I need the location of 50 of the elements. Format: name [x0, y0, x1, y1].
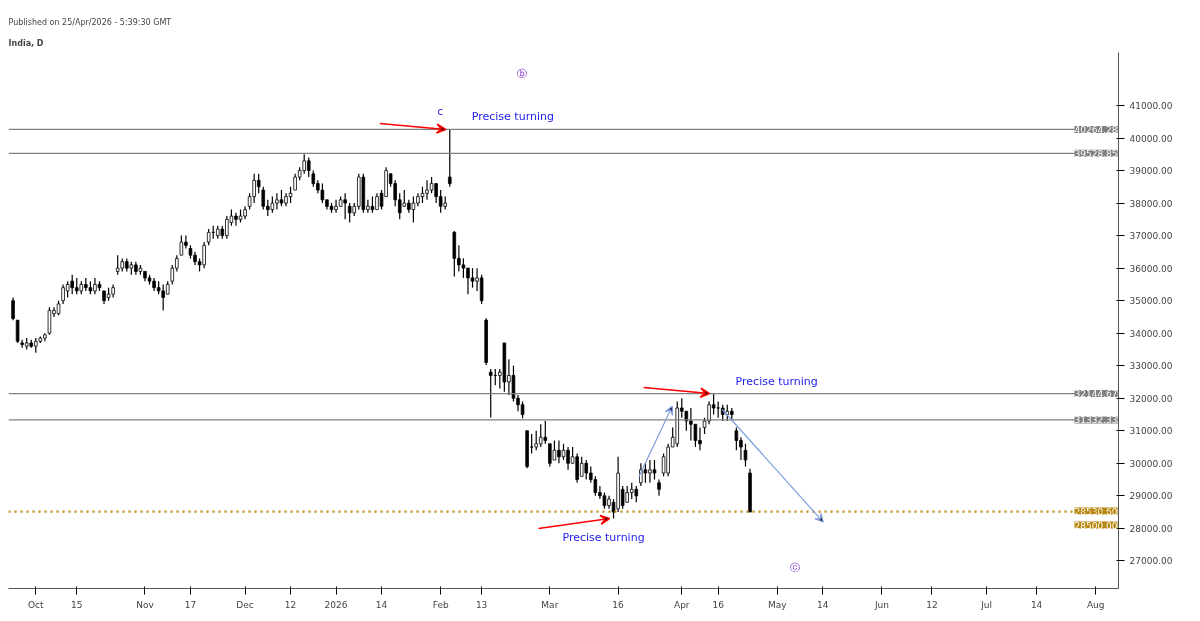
x-tick-label: 14 — [375, 599, 388, 610]
y-tick-label: 33000.00 — [1129, 361, 1173, 372]
y-tick-label: 40000.00 — [1129, 133, 1173, 144]
annotation: Precise turning — [471, 110, 554, 124]
annotation: Precise turning — [562, 530, 645, 544]
x-tick-label: Oct — [28, 599, 45, 610]
x-tick-label: 17 — [184, 599, 197, 610]
y-tick-label: 27000.00 — [1129, 556, 1173, 567]
x-tick-label: 14 — [817, 599, 829, 610]
y-tick-label: 35000.00 — [1129, 296, 1173, 307]
y-tick-label: 39000.00 — [1129, 166, 1173, 177]
y-tick-label: 34000.00 — [1129, 328, 1173, 339]
text: Published on 25/Apr/2026 - 5:39:30 GMT — [8, 17, 172, 27]
annotation: ⓒ — [790, 561, 801, 573]
x-tick-label: 16 — [712, 599, 725, 610]
x-tick-label: Jun — [873, 599, 889, 610]
ref-line-label: 39528.85 — [1074, 148, 1118, 159]
legend-label: 28500.00 — [1074, 520, 1118, 531]
y-tick-label: 36000.00 — [1129, 263, 1173, 274]
chart-title: India, D — [8, 38, 44, 48]
x-tick-label: Mar — [541, 599, 559, 610]
x-tick-label: Aug — [1086, 599, 1105, 610]
y-tick-label: 37000.00 — [1129, 231, 1173, 242]
ref-line-label: 32144.67 — [1074, 389, 1118, 400]
x-tick-label: 2026 — [324, 599, 348, 610]
annotation: Precise turning — [735, 374, 818, 388]
x-tick-label: Jul — [980, 599, 992, 610]
x-tick-label: Nov — [136, 599, 155, 610]
x-tick-label: Feb — [432, 599, 449, 610]
y-tick-label: 41000.00 — [1129, 101, 1173, 112]
x-tick-label: 12 — [926, 599, 938, 610]
y-tick-label: 38000.00 — [1129, 198, 1173, 209]
y-tick-label: 30000.00 — [1129, 458, 1173, 469]
y-tick-label: 28000.00 — [1129, 523, 1173, 534]
annotation: c — [437, 105, 444, 117]
y-tick-label: 29000.00 — [1129, 491, 1173, 502]
x-tick-label: 16 — [612, 599, 625, 610]
ref-line-label: 31332.33 — [1074, 415, 1118, 426]
x-tick-label: May — [768, 599, 788, 610]
x-tick-label: Apr — [673, 599, 690, 610]
annotation: ⓑ — [517, 68, 528, 80]
x-tick-label: 13 — [475, 599, 488, 610]
y-tick-label: 32000.00 — [1129, 393, 1173, 404]
x-tick-label: 14 — [1030, 599, 1043, 610]
ref-line-label: 40264.28 — [1074, 124, 1118, 135]
ref-line-label: 28530.60 — [1074, 506, 1118, 517]
y-tick-label: 31000.00 — [1129, 426, 1173, 437]
x-tick-label: 12 — [284, 599, 297, 610]
x-tick-label: Dec — [236, 599, 254, 610]
x-tick-label: 15 — [71, 599, 83, 610]
